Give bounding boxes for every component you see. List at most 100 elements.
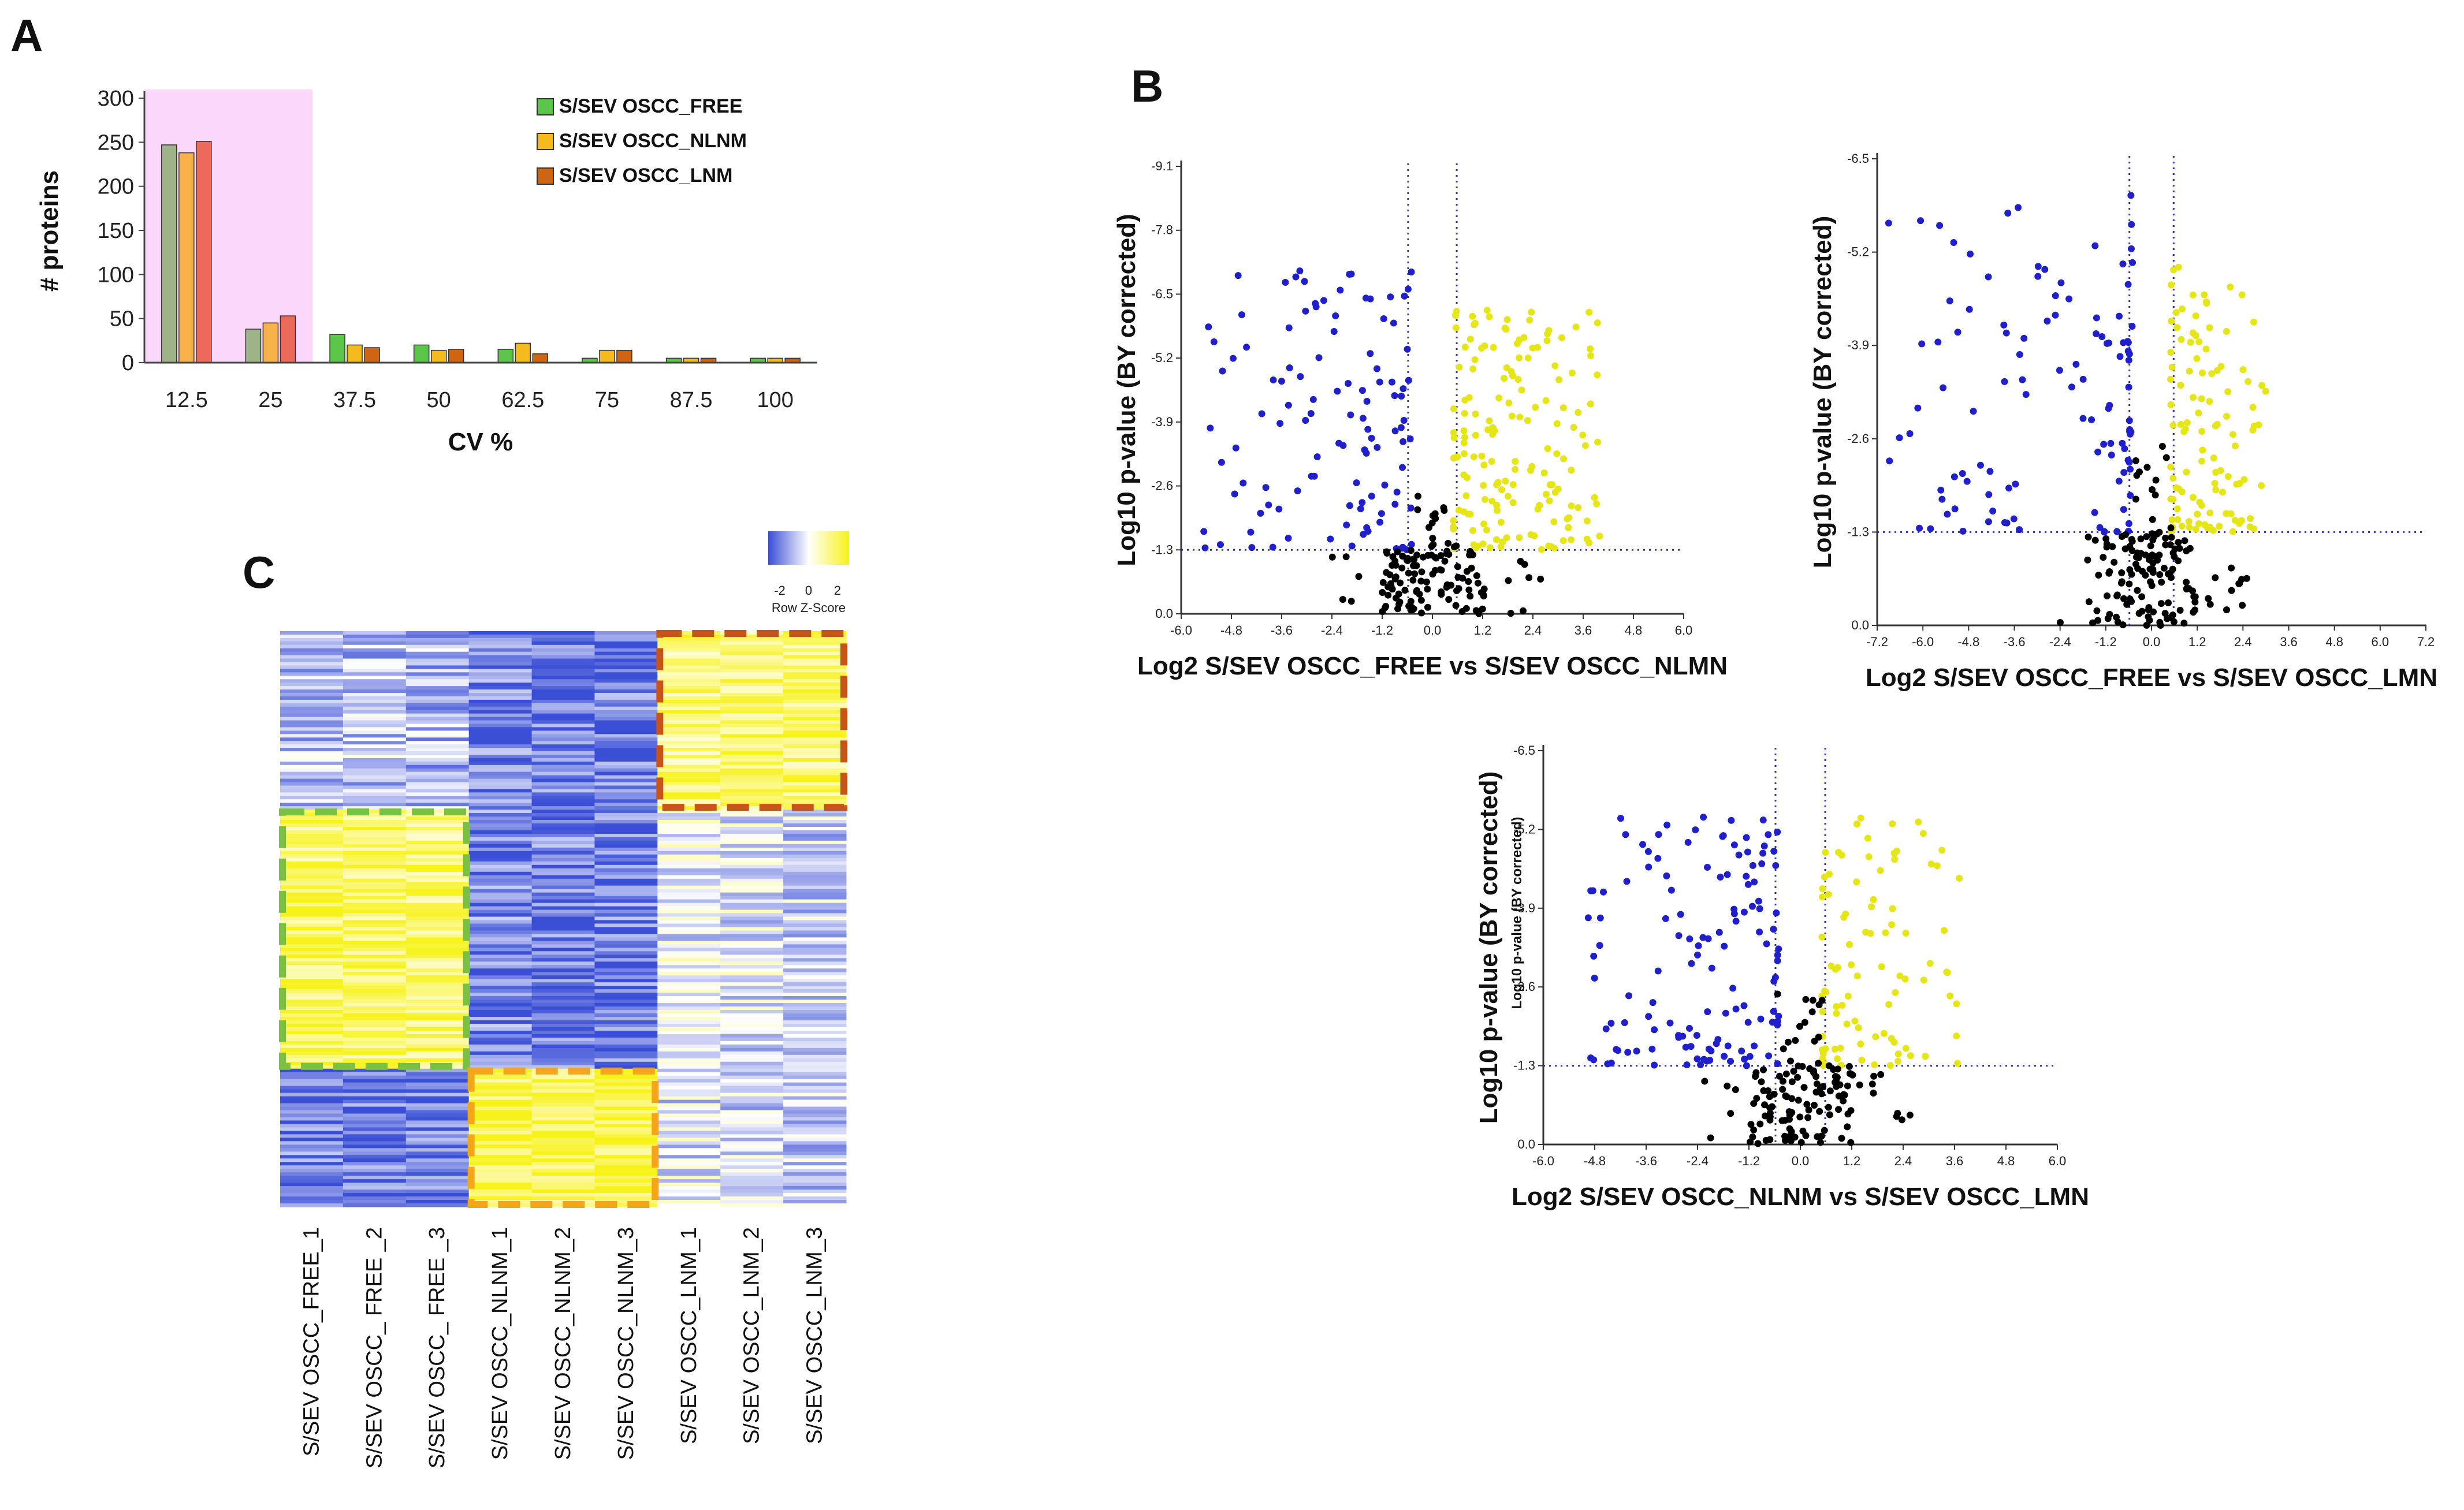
heatmap-cell [657, 741, 721, 745]
heatmap-cell [280, 1106, 344, 1111]
heatmap-cell [657, 899, 721, 904]
heatmap-cell [657, 951, 721, 955]
heatmap-cell [783, 840, 847, 845]
heatmap-cell [783, 1030, 847, 1035]
heatmap-cell [720, 651, 784, 656]
heatmap-cell [343, 754, 407, 759]
heatmap-cell [783, 913, 847, 918]
heatmap-cell [594, 648, 658, 653]
heatmap-cell [280, 861, 344, 866]
heatmap-cell [531, 778, 595, 783]
heatmap-cell [531, 1027, 595, 1031]
up-point [1822, 849, 1829, 856]
heatmap-cell [594, 889, 658, 893]
heatmap-cell [783, 686, 847, 690]
heatmap-cell [405, 631, 470, 635]
ns-point [1754, 1140, 1762, 1147]
heatmap-cell [720, 1006, 784, 1011]
ns-point [1328, 553, 1336, 561]
down-point [1944, 510, 1951, 518]
heatmap-cell [280, 796, 344, 800]
heatmap-cell [280, 1003, 344, 1007]
heatmap-cell [405, 748, 470, 752]
heatmap-cell [657, 986, 721, 990]
heatmap-cell [594, 1000, 658, 1004]
heatmap-cell [657, 913, 721, 918]
heatmap-cell [405, 771, 470, 776]
heatmap-cell [405, 979, 470, 983]
down-point [1229, 355, 1237, 362]
y-tick-label: -5.2 [1513, 822, 1535, 836]
heatmap-column-label: S/SEV OSCC_NLNM_2 [551, 1227, 575, 1460]
down-point [1977, 461, 1984, 469]
up-point [2178, 523, 2186, 530]
ns-point [1750, 1100, 1758, 1108]
up-point [1531, 532, 1538, 539]
heatmap-cell [594, 658, 658, 662]
heatmap-cluster-free-up [280, 810, 847, 1069]
heatmap-cell [720, 1072, 784, 1076]
heatmap-cell [405, 1054, 470, 1059]
heatmap-cell [720, 734, 784, 738]
x-tick-label: 6.0 [2049, 1154, 2067, 1168]
heatmap-cell [720, 989, 784, 993]
ns-point [1802, 996, 1810, 1003]
heatmap-cell [594, 631, 658, 635]
ns-point [1407, 598, 1415, 605]
up-point [1570, 424, 1577, 431]
heatmap-cell [594, 1075, 658, 1080]
up-point [1568, 536, 1575, 543]
x-tick-label: 25 [258, 388, 282, 412]
heatmap-cell [657, 975, 721, 979]
heatmap-cell [405, 982, 470, 986]
down-point [1262, 484, 1270, 491]
heatmap-cell [657, 830, 721, 834]
heatmap-cell [343, 916, 407, 920]
heatmap-cell [405, 840, 470, 845]
heatmap-cell [468, 864, 533, 869]
down-point [2104, 340, 2111, 347]
heatmap-cell [405, 658, 470, 662]
heatmap-cell [405, 1000, 470, 1004]
heatmap-cell [405, 1131, 470, 1135]
up-point [1819, 1050, 1827, 1057]
heatmap-cell [280, 785, 344, 789]
heatmap-cell [720, 796, 784, 800]
heatmap-cell [720, 686, 784, 690]
down-point [1307, 410, 1315, 417]
heatmap-cell [783, 1034, 847, 1038]
heatmap-cell [280, 637, 344, 642]
heatmap-cell [531, 771, 595, 776]
heatmap-cell [531, 1089, 595, 1094]
heatmap-cell [468, 913, 533, 918]
heatmap-cell [468, 689, 533, 694]
heatmap-cell [468, 1138, 533, 1142]
heatmap-cell [531, 868, 595, 873]
heatmap-cell [594, 692, 658, 697]
heatmap-cell [531, 1006, 595, 1011]
ns-point [1507, 610, 1514, 617]
heatmap-cell [594, 847, 658, 852]
heatmap-cell [531, 761, 595, 766]
heatmap-cell [405, 806, 470, 810]
heatmap-cell [720, 1044, 784, 1049]
ns-point [1382, 603, 1390, 610]
up-point [1938, 847, 1946, 854]
y-tick-label: -3.9 [1151, 415, 1173, 429]
ns-point [2120, 595, 2127, 602]
y-tick-label: 0 [122, 351, 134, 375]
heatmap-cell [720, 1124, 784, 1128]
heatmap-cell [720, 1106, 784, 1111]
ns-point [2137, 535, 2145, 543]
y-axis-title: Log10 p-value (BY corrected) [1112, 214, 1141, 566]
heatmap-cell [783, 1054, 847, 1059]
heatmap-cell [783, 676, 847, 680]
down-point [1744, 1019, 1752, 1026]
heatmap-cell [720, 775, 784, 780]
up-point [1843, 1020, 1851, 1028]
ns-point [1445, 539, 1452, 547]
heatmap-cell [594, 1141, 658, 1145]
heatmap-cell [594, 717, 658, 721]
down-point [1270, 376, 1277, 384]
down-point [1743, 1062, 1750, 1069]
